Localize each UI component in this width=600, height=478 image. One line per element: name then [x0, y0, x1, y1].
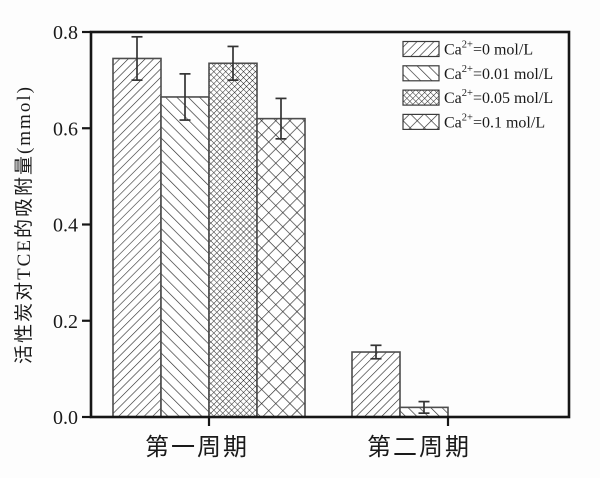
category-label-1: 第二周期 [367, 434, 471, 461]
legend-label-base: Ca [444, 66, 462, 83]
error-bar-s2-c0 [227, 45, 239, 81]
legend-swatch-1 [402, 65, 440, 82]
error-bar-s1-c1 [418, 400, 430, 414]
legend-label-1: Ca2+=0.01 mol/L [444, 64, 553, 83]
bar-s0-c0 [112, 57, 162, 418]
legend-label-0: Ca2+=0 mol/L [444, 40, 533, 59]
legend-label-base: Ca [444, 90, 462, 107]
legend-label-base: Ca [444, 42, 462, 59]
error-bar-s0-c1 [370, 344, 382, 360]
legend-label-sup: 2+ [462, 88, 473, 99]
legend-label-sup: 2+ [462, 64, 473, 75]
legend-label-suffix: =0.05 mol/L [473, 90, 553, 107]
error-bar-s3-c0 [275, 97, 287, 140]
error-bar-s1-c0 [179, 73, 191, 121]
y-tick-label: 0.6 [53, 118, 78, 140]
legend-swatch-2 [402, 89, 440, 106]
legend-label-sup: 2+ [462, 112, 473, 123]
legend-label-sup: 2+ [462, 40, 473, 51]
legend-item-2: Ca2+=0.05 mol/L [402, 88, 553, 107]
legend-swatch-0 [402, 40, 440, 58]
y-tick-label: 0.8 [53, 22, 78, 44]
bar-s3-c0 [256, 117, 306, 418]
bar-s2-c0 [208, 62, 258, 418]
legend-label-suffix: =0.01 mol/L [473, 66, 553, 83]
legend-item-1: Ca2+=0.01 mol/L [402, 64, 553, 83]
legend-label-3: Ca2+=0.1 mol/L [444, 112, 545, 131]
y-axis-title: 活性炭对TCE的吸附量(mmol) [13, 85, 35, 364]
legend-label-suffix: =0.1 mol/L [473, 114, 545, 131]
legend-item-0: Ca2+=0 mol/L [402, 40, 533, 59]
legend-swatch-3 [402, 113, 440, 131]
bar-s0-c1 [351, 351, 401, 418]
bar-s1-c0 [160, 96, 210, 418]
legend-label-2: Ca2+=0.05 mol/L [444, 88, 553, 107]
category-label-0: 第一周期 [145, 434, 249, 461]
y-tick-label: 0.2 [53, 311, 78, 333]
error-bar-s0-c0 [131, 35, 143, 81]
legend-label-base: Ca [444, 114, 462, 131]
legend-item-3: Ca2+=0.1 mol/L [402, 112, 545, 131]
y-tick-label: 0.0 [53, 407, 78, 429]
y-tick-label: 0.4 [53, 215, 78, 237]
legend-label-suffix: =0 mol/L [473, 42, 533, 59]
